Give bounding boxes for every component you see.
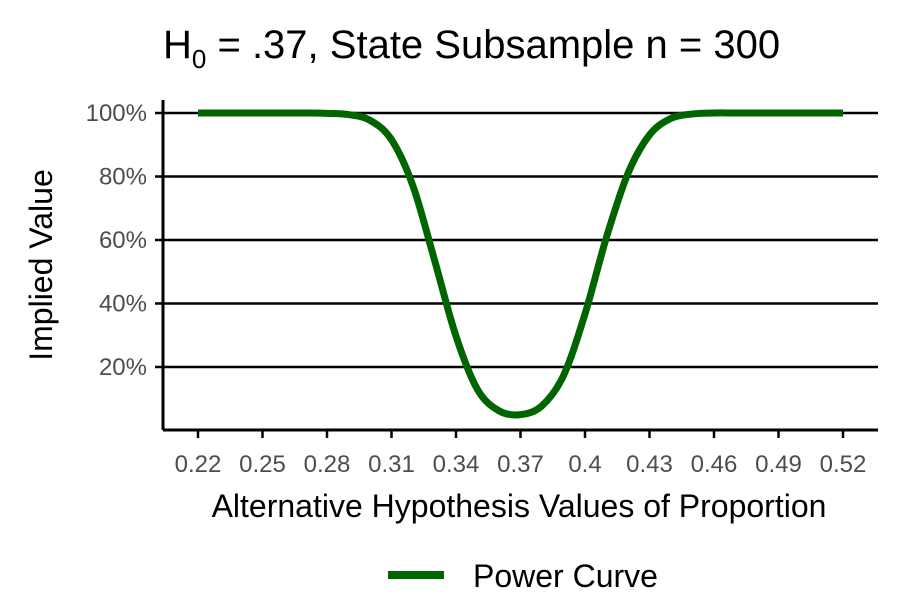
- series-line-power-curve: [198, 109, 843, 419]
- x-tick-label: 0.31: [368, 451, 415, 478]
- x-tick-label: 0.52: [820, 451, 867, 478]
- y-tick-label: 60%: [99, 227, 147, 254]
- chart-title: H0 = .37, State Subsample n = 300: [163, 23, 780, 74]
- x-axis-title: Alternative Hypothesis Values of Proport…: [212, 488, 827, 524]
- y-tick-label: 80%: [99, 164, 147, 191]
- x-tick-label: 0.43: [626, 451, 673, 478]
- legend-label-power-curve: Power Curve: [473, 558, 658, 594]
- chart-title-rest: = .37, State Subsample n = 300: [206, 23, 780, 67]
- x-tick-label: 0.28: [304, 451, 351, 478]
- x-tick-label: 0.22: [175, 451, 222, 478]
- legend: Power Curve: [388, 558, 658, 594]
- x-tick-label: 0.37: [497, 451, 544, 478]
- y-tick-label: 20%: [99, 354, 147, 381]
- x-tick-label: 0.46: [691, 451, 738, 478]
- x-tick-label: 0.4: [568, 451, 601, 478]
- x-tick-label: 0.49: [755, 451, 802, 478]
- series: [198, 109, 843, 419]
- ticks: 20% 40% 60% 80% 100% 0.22 0.25 0.28 0.31 0.34 0.37…: [86, 100, 867, 478]
- x-tick-label: 0.34: [433, 451, 480, 478]
- chart-title-prefix: H: [163, 23, 192, 67]
- axes: [161, 100, 878, 432]
- y-axis-title: Implied Value: [23, 169, 59, 361]
- chart-title-subscript: 0: [192, 44, 206, 74]
- gridlines: [163, 111, 878, 369]
- x-tick-label: 0.25: [239, 451, 286, 478]
- y-tick-label: 100%: [86, 100, 147, 127]
- y-tick-label: 40%: [99, 291, 147, 318]
